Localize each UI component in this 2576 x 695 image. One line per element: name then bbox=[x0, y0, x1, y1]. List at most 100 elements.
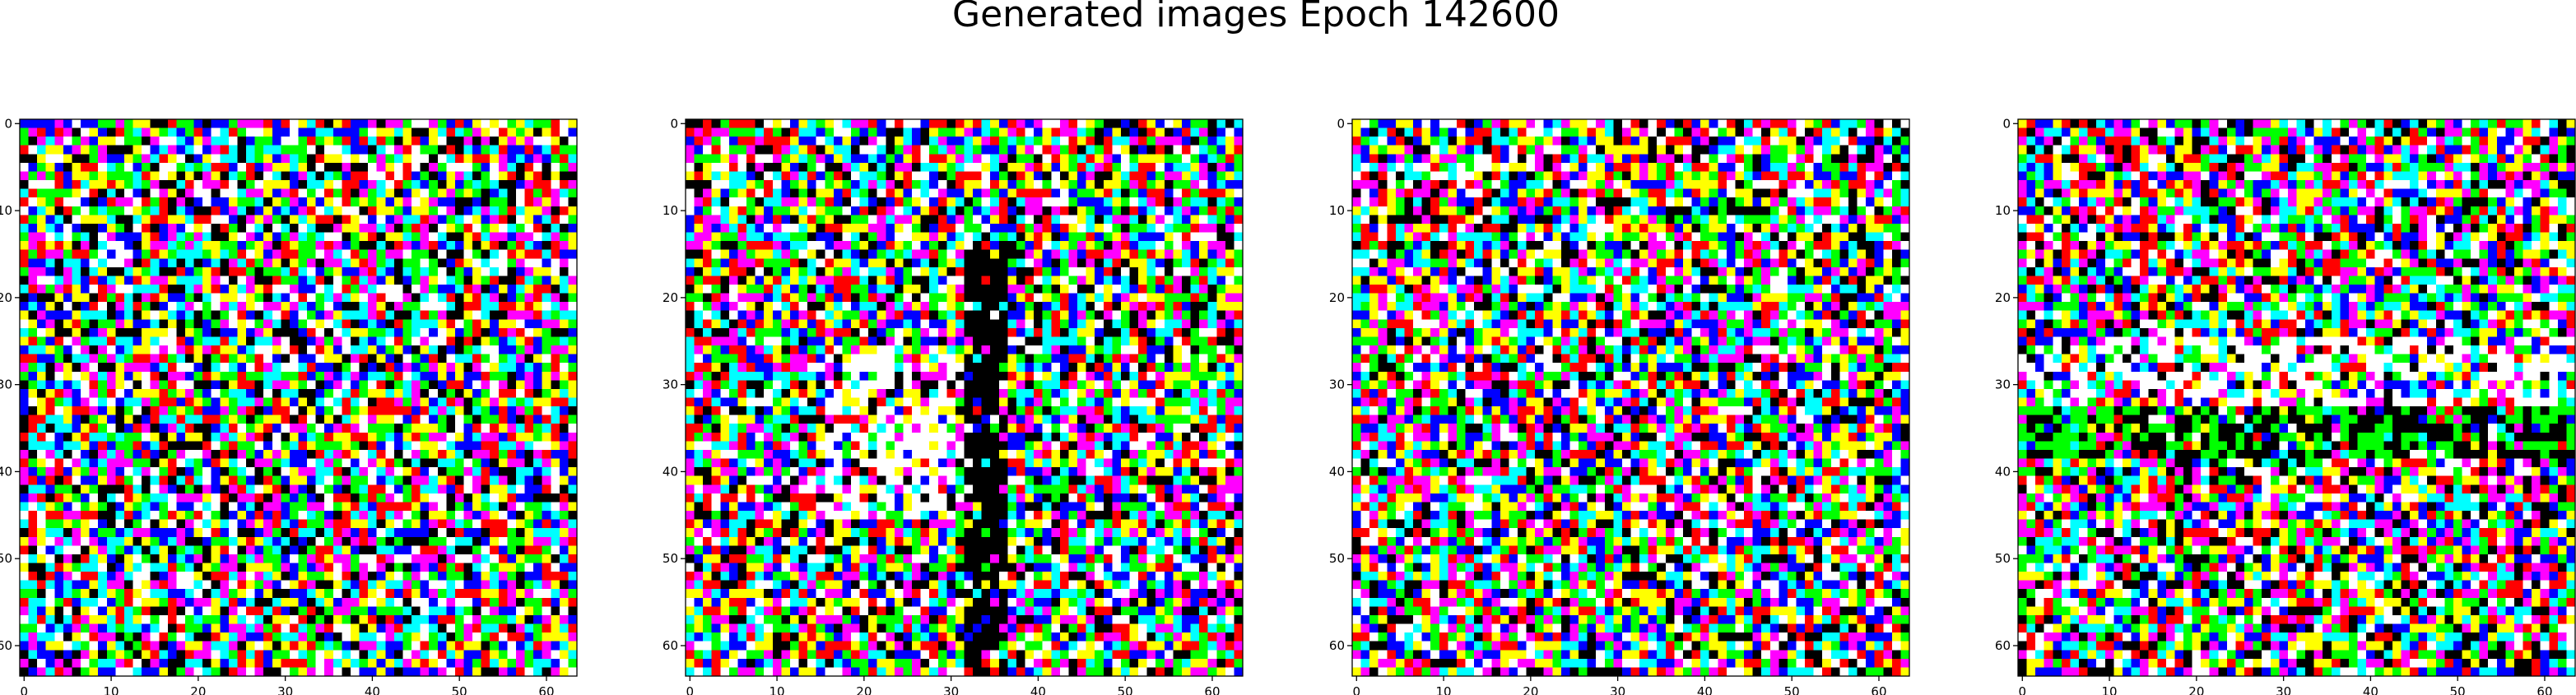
pixel-run bbox=[746, 188, 756, 198]
pixel-run bbox=[54, 206, 64, 215]
pixel-run bbox=[420, 380, 430, 390]
pixel-run bbox=[694, 310, 704, 320]
pixel-run bbox=[289, 171, 299, 181]
pixel-run bbox=[281, 171, 291, 181]
pixel-run bbox=[228, 493, 238, 503]
pixel-run bbox=[755, 154, 774, 164]
pixel-run bbox=[542, 623, 551, 633]
pixel-run bbox=[694, 232, 713, 242]
pixel-run bbox=[307, 597, 317, 607]
pixel-run bbox=[1164, 319, 1183, 329]
pixel-run bbox=[81, 137, 91, 146]
pixel-run bbox=[72, 458, 81, 468]
pixel-run bbox=[498, 502, 508, 512]
pixel-run bbox=[167, 580, 177, 590]
pixel-run bbox=[159, 441, 169, 451]
pixel-run bbox=[533, 406, 543, 416]
pixel-run bbox=[524, 597, 543, 607]
pixel-run bbox=[1095, 188, 1104, 198]
pixel-run bbox=[89, 241, 99, 251]
pixel-run bbox=[955, 180, 965, 190]
pixel-run bbox=[833, 258, 852, 268]
pixel-run bbox=[420, 171, 430, 181]
pixel-run bbox=[946, 293, 956, 303]
pixel-run bbox=[1068, 223, 1078, 233]
pixel-run bbox=[272, 528, 281, 538]
pixel-run bbox=[184, 319, 194, 329]
pixel-run bbox=[1042, 215, 1052, 225]
pixel-run bbox=[81, 266, 91, 276]
pixel-run bbox=[454, 415, 464, 424]
pixel-run bbox=[816, 284, 825, 294]
pixel-run bbox=[385, 188, 395, 198]
pixel-run bbox=[350, 137, 360, 146]
pixel-run bbox=[420, 310, 430, 320]
pixel-run bbox=[89, 606, 99, 616]
pixel-run bbox=[123, 632, 133, 642]
pixel-run bbox=[150, 363, 160, 373]
pixel-run bbox=[324, 493, 334, 503]
pixel-run bbox=[315, 137, 325, 146]
pixel-run bbox=[964, 119, 974, 128]
pixel-run bbox=[211, 658, 221, 668]
pixel-run bbox=[429, 415, 439, 424]
pixel-run bbox=[106, 145, 133, 155]
pixel-run bbox=[412, 162, 421, 172]
pixel-run bbox=[711, 127, 730, 137]
pixel-run bbox=[1077, 241, 1086, 251]
pixel-run bbox=[254, 137, 273, 146]
pixel-run bbox=[263, 606, 273, 616]
pixel-run bbox=[115, 415, 125, 424]
pixel-run bbox=[193, 397, 203, 407]
pixel-run bbox=[72, 650, 81, 660]
pixel-run bbox=[228, 380, 238, 390]
pixel-run bbox=[412, 614, 430, 624]
pixel-run bbox=[446, 171, 456, 181]
pixel-run bbox=[412, 197, 421, 207]
pixel-run bbox=[263, 266, 281, 276]
pixel-run bbox=[446, 597, 456, 607]
pixel-run bbox=[490, 241, 500, 251]
pixel-run bbox=[63, 241, 72, 251]
pixel-run bbox=[1103, 197, 1113, 207]
pixel-run bbox=[115, 380, 125, 390]
pixel-run bbox=[1095, 137, 1104, 146]
pixel-run bbox=[429, 519, 439, 529]
pixel-run bbox=[412, 606, 421, 616]
pixel-run bbox=[551, 554, 560, 563]
pixel-run bbox=[781, 302, 791, 312]
pixel-run bbox=[876, 249, 886, 259]
pixel-run bbox=[1042, 197, 1069, 207]
pixel-run bbox=[420, 606, 430, 616]
pixel-run bbox=[54, 258, 64, 268]
pixel-run bbox=[89, 188, 99, 198]
pixel-run bbox=[324, 397, 334, 407]
pixel-run bbox=[298, 397, 308, 407]
pixel-run bbox=[755, 171, 765, 181]
pixel-run bbox=[446, 650, 456, 660]
pixel-run bbox=[193, 223, 203, 233]
pixel-run bbox=[159, 415, 177, 424]
pixel-run bbox=[490, 502, 500, 512]
pixel-run bbox=[515, 258, 525, 268]
pixel-run bbox=[429, 580, 447, 590]
pixel-run bbox=[454, 614, 464, 624]
pixel-run bbox=[342, 197, 351, 207]
pixel-run bbox=[176, 363, 194, 373]
pixel-run bbox=[990, 180, 1000, 190]
pixel-run bbox=[350, 475, 369, 485]
pixel-run bbox=[45, 206, 55, 215]
pixel-run bbox=[429, 502, 439, 512]
pixel-run bbox=[263, 432, 273, 442]
pixel-run bbox=[1034, 154, 1044, 164]
pixel-run bbox=[1112, 258, 1122, 268]
pixel-run bbox=[859, 241, 869, 251]
pixel-run bbox=[1068, 137, 1078, 146]
pixel-run bbox=[45, 432, 55, 442]
pixel-run bbox=[402, 475, 412, 485]
pixel-run bbox=[446, 397, 456, 407]
pixel-run bbox=[98, 145, 108, 155]
pixel-run bbox=[37, 658, 47, 668]
pixel-run bbox=[115, 493, 125, 503]
pixel-run bbox=[167, 406, 177, 416]
